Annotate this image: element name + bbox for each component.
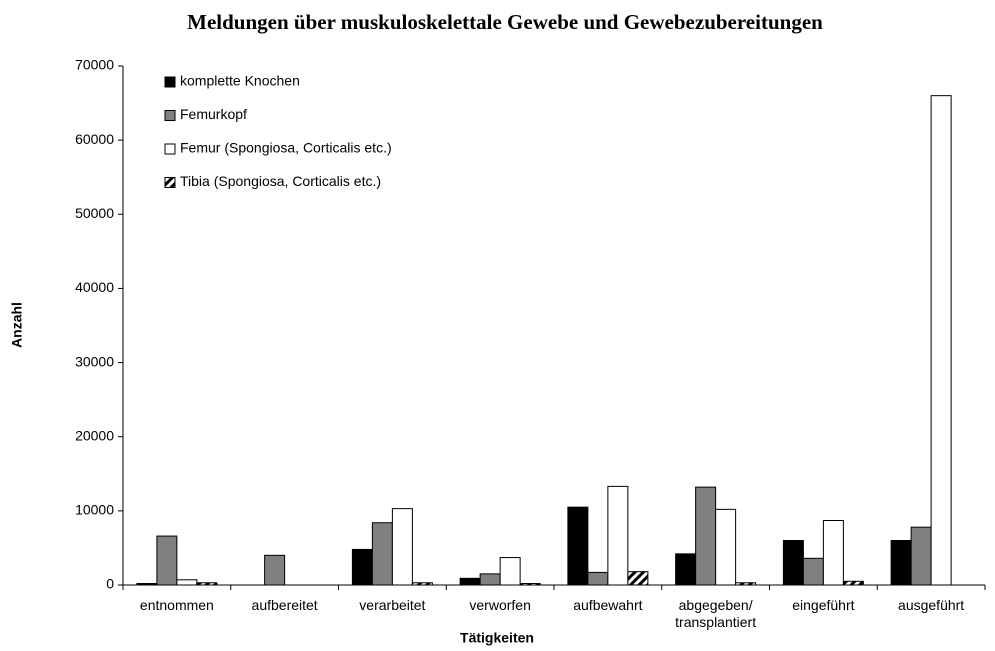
x-tick-label: entnommen — [139, 597, 214, 613]
y-tick-label: 50000 — [75, 205, 114, 221]
bar — [735, 582, 757, 586]
bar — [459, 577, 481, 586]
x-tick-label: eingeführt — [792, 597, 855, 613]
bar — [842, 580, 864, 586]
legend-swatch — [164, 110, 176, 121]
y-axis-title: Anzahl — [9, 302, 25, 348]
y-tick-label: 60000 — [75, 131, 114, 147]
bar — [910, 526, 932, 586]
bar — [567, 506, 589, 586]
bar — [136, 583, 158, 586]
legend-swatch — [164, 76, 176, 88]
x-tick-label: verworfen — [469, 597, 531, 613]
x-tick-label: aufbereitet — [251, 597, 318, 613]
bar — [607, 485, 629, 586]
bar — [371, 522, 393, 586]
legend-swatch — [164, 177, 176, 188]
y-tick-label: 0 — [106, 576, 114, 592]
y-tick-label: 20000 — [75, 427, 114, 443]
bar — [156, 535, 178, 586]
x-tick-label: ausgeführt — [898, 597, 965, 613]
legend-label: Tibia (Spongiosa, Corticalis etc.) — [180, 173, 381, 189]
bar — [930, 95, 952, 586]
bar — [411, 582, 433, 586]
bar — [802, 557, 824, 586]
bar — [479, 573, 501, 586]
bar — [499, 557, 521, 586]
y-tick-label: 40000 — [75, 279, 114, 295]
legend-label: Femur (Spongiosa, Corticalis etc.) — [180, 140, 392, 156]
bar — [695, 486, 717, 586]
bar — [264, 554, 286, 586]
y-tick-label: 70000 — [75, 57, 114, 73]
legend-label: komplette Knochen — [180, 73, 300, 89]
bar — [587, 571, 609, 586]
bar — [627, 571, 649, 586]
bar — [176, 579, 198, 586]
legend-swatch — [164, 143, 176, 155]
bar — [519, 583, 541, 586]
bar — [675, 553, 697, 586]
y-tick-label: 10000 — [75, 502, 114, 518]
bar — [391, 508, 413, 586]
bar — [715, 508, 737, 586]
legend-label: Femurkopf — [180, 106, 247, 122]
chart-title: Meldungen über muskuloskelettale Gewebe … — [187, 10, 823, 34]
x-axis-title: Tätigkeiten — [460, 630, 534, 646]
x-tick-label: verarbeitet — [359, 597, 426, 613]
bar — [890, 540, 912, 586]
y-tick-label: 30000 — [75, 353, 114, 369]
x-tick-label: abgegeben/ transplantiert — [675, 597, 757, 630]
bar — [196, 582, 218, 586]
bar — [782, 540, 804, 586]
bar — [822, 519, 844, 586]
bar — [351, 548, 373, 586]
x-tick-label: aufbewahrt — [573, 597, 643, 613]
